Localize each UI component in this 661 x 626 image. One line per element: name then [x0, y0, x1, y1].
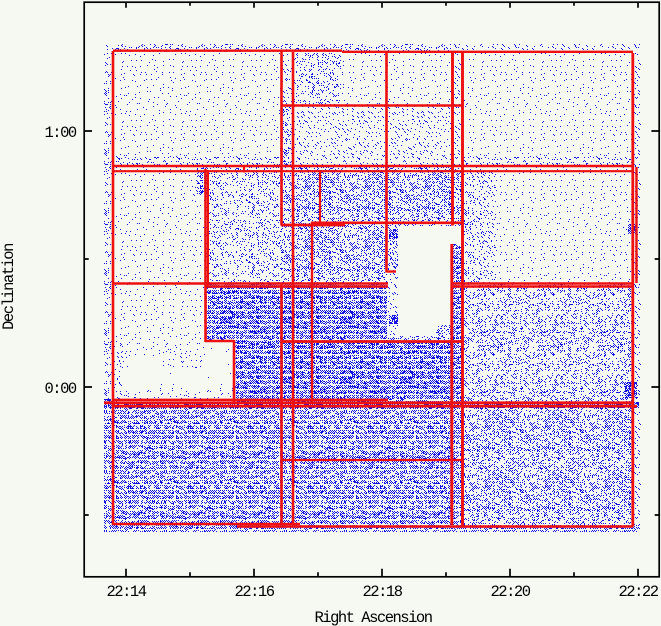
svg-text:Right Ascension: Right Ascension — [314, 609, 431, 626]
svg-text:22:18: 22:18 — [362, 583, 402, 601]
svg-text:0:00: 0:00 — [44, 380, 76, 398]
svg-text:1:00: 1:00 — [44, 124, 76, 142]
svg-text:22:22: 22:22 — [618, 583, 658, 601]
svg-text:22:16: 22:16 — [234, 583, 274, 601]
svg-text:22:20: 22:20 — [490, 583, 530, 601]
svg-text:Declination: Declination — [0, 244, 18, 330]
svg-text:22:14: 22:14 — [106, 583, 146, 601]
